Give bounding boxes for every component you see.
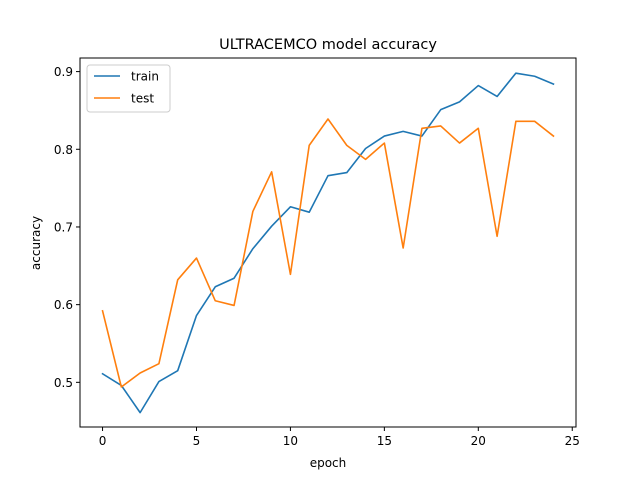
legend-items: train test bbox=[94, 70, 159, 106]
x-axis-ticks: 0 5 10 15 20 25 bbox=[99, 427, 580, 448]
y-tick-label: 0.5 bbox=[54, 376, 73, 390]
x-axis-label: epoch bbox=[310, 456, 347, 470]
y-tick-label: 0.6 bbox=[54, 298, 73, 312]
x-tick-label: 25 bbox=[565, 434, 580, 448]
plot-frame bbox=[79, 57, 577, 428]
legend-label-test: test bbox=[131, 92, 154, 106]
y-tick-label: 0.7 bbox=[54, 220, 73, 234]
series-layer bbox=[101, 72, 555, 414]
series-line-test bbox=[101, 118, 555, 388]
chart-title: ULTRACEMCO model accuracy bbox=[219, 37, 437, 53]
series-line-train bbox=[101, 72, 555, 414]
x-tick-label: 10 bbox=[283, 434, 298, 448]
legend-label-train: train bbox=[131, 70, 159, 84]
x-tick-label: 5 bbox=[193, 434, 201, 448]
y-tick-label: 0.9 bbox=[54, 65, 73, 79]
y-axis-ticks: 0.5 0.6 0.7 0.8 0.9 bbox=[54, 65, 80, 390]
x-tick-label: 0 bbox=[99, 434, 107, 448]
legend: train test bbox=[86, 64, 171, 113]
x-tick-label: 15 bbox=[377, 434, 392, 448]
y-tick-label: 0.8 bbox=[54, 143, 73, 157]
y-axis-label: accuracy bbox=[29, 216, 43, 270]
x-tick-label: 20 bbox=[471, 434, 486, 448]
